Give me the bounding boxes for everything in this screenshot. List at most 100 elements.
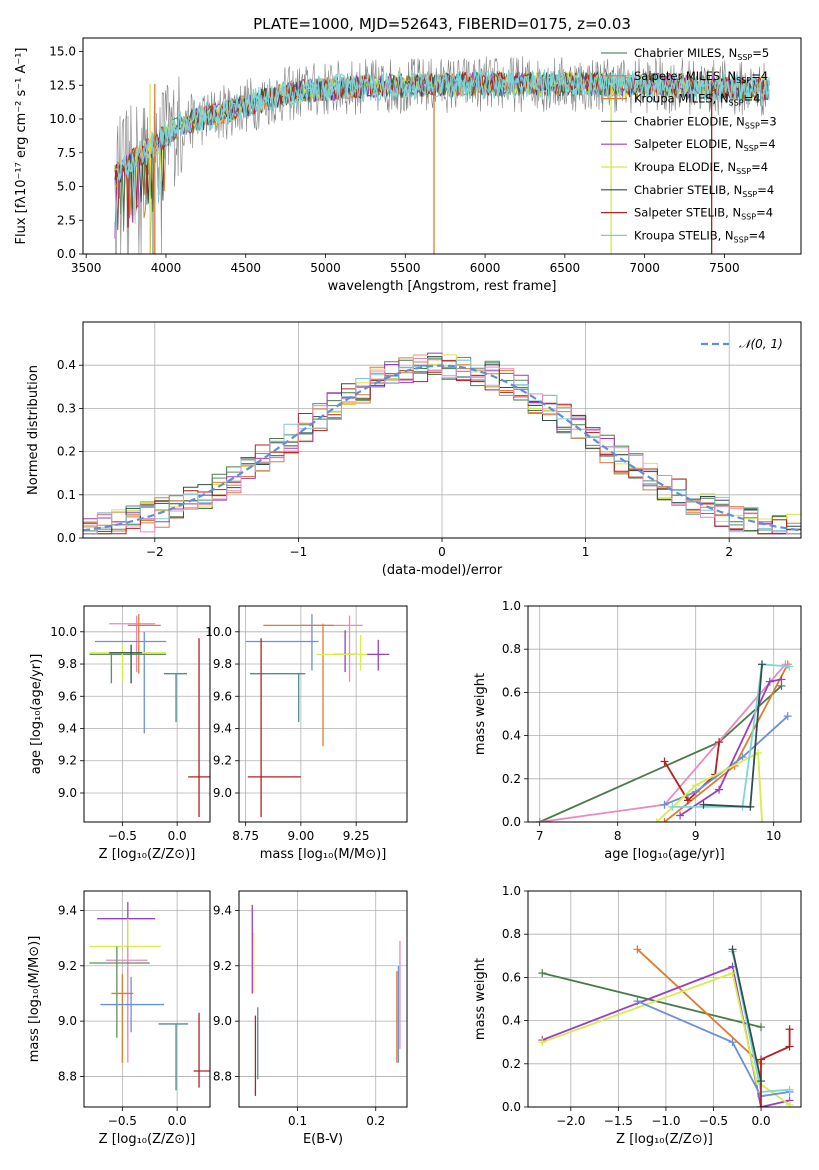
- mass-weight-marker: [785, 662, 794, 671]
- y-tick-label: 8.8: [58, 1070, 77, 1084]
- mass-weight-marker: [633, 945, 642, 954]
- mass-weight-marker: [757, 1077, 766, 1086]
- mass-weight-line: [637, 1000, 790, 1098]
- chart-residuals: −2 −1 0 1 2 0.0 0.1 0.2 0.3 0.4 (data-model)/error…: [26, 321, 802, 578]
- mass-weight-marker: [785, 1025, 794, 1034]
- mass-weight-marker: [683, 796, 692, 805]
- chart-massweight_vs_age: 7 8 9 10 0.0 0.2 0.4 0.6 0.8 1.0 age [log₁₀(age/yr…: [473, 599, 802, 862]
- y-tick-label: 0.4: [502, 1014, 521, 1028]
- mass-weight-marker: [633, 997, 642, 1006]
- legend-value: =4: [759, 137, 776, 151]
- legend-label: Salpeter MILES, NSSP=4: [634, 69, 768, 85]
- mass-weight-marker: [728, 969, 737, 978]
- y-axis-label: mass weight: [473, 958, 488, 1040]
- mass-weight-line: [542, 972, 762, 1028]
- mass-weight-marker: [660, 818, 669, 822]
- y-tick-label: 0.0: [57, 531, 76, 545]
- x-tick-label: 7: [536, 829, 544, 843]
- x-tick-label: 9.25: [343, 829, 370, 843]
- x-axis-label: Z [log₁₀(Z/Z⊙)]: [99, 847, 196, 862]
- y-tick-label: 9.2: [213, 754, 232, 768]
- mass-weight-marker: [715, 785, 724, 794]
- y-tick-label: 9.6: [213, 689, 232, 703]
- x-tick-label: −0.5: [108, 829, 137, 843]
- mass-weight-marker: [777, 675, 786, 684]
- mass-weight-marker: [757, 1103, 766, 1107]
- x-tick-label: 9.00: [288, 829, 315, 843]
- mass-weight-marker: [691, 781, 700, 790]
- y-tick-label: 0.8: [502, 927, 521, 941]
- chart-age_vs_Z: −0.5 0.0 9.0 9.2 9.4 9.6 9.8 10.0 Z [log₁₀(Z/Z⊙)…: [29, 605, 211, 862]
- y-tick-label: 10.0: [50, 625, 77, 639]
- axes-frame: [238, 890, 408, 1108]
- y-tick-label: 9.2: [58, 754, 77, 768]
- mass-weight-line: [636, 948, 762, 1065]
- x-axis-label: Z [log₁₀(Z/Z⊙)]: [616, 1132, 713, 1147]
- legend-subscript: SSP: [736, 76, 751, 85]
- y-tick-label: 9.2: [58, 959, 77, 973]
- chart-age_vs_mass: 8.75 9.00 9.25 9.0 9.2 9.4 9.6 9.8 10.0 mass [log…: [205, 605, 408, 862]
- axes-frame: [238, 605, 408, 823]
- y-tick-label: 0.6: [502, 970, 521, 984]
- axes-frame: [82, 37, 802, 255]
- spectrum-data-line: [114, 56, 770, 254]
- x-tick-label: 3500: [71, 261, 102, 275]
- legend-label: Chabrier MILES, NSSP=5: [634, 46, 769, 62]
- mass-weight-marker: [535, 818, 544, 822]
- y-tick-label: 0.3: [57, 401, 76, 415]
- mass-weight-marker: [652, 818, 661, 822]
- x-tick-label: 5500: [390, 261, 421, 275]
- y-tick-label: 9.6: [58, 689, 77, 703]
- mass-weight-marker: [746, 802, 755, 811]
- legend-label: Salpeter ELODIE, NSSP=4: [634, 137, 776, 153]
- figure-title: PLATE=1000, MJD=52643, FIBERID=0175, z=0…: [253, 15, 631, 33]
- plot-area: [535, 660, 794, 822]
- mass-weight-line: [731, 949, 762, 1082]
- mass-weight-marker: [758, 660, 766, 669]
- plot-area: [89, 902, 210, 1091]
- mass-weight-line: [679, 678, 782, 817]
- x-tick-label: 7000: [629, 261, 660, 275]
- y-tick-label: 0.4: [502, 729, 521, 743]
- x-tick-label: −2: [146, 545, 164, 559]
- mass-weight-marker: [728, 945, 737, 954]
- x-tick-label: 8.75: [232, 829, 259, 843]
- y-tick-label: 0.8: [502, 642, 521, 656]
- y-tick-label: 0.6: [502, 685, 521, 699]
- y-tick-label: 0.0: [502, 1100, 521, 1114]
- mass-weight-marker: [728, 1038, 737, 1047]
- x-tick-label: 10: [766, 829, 781, 843]
- axes-frame: [83, 605, 211, 823]
- y-tick-label: 1.0: [502, 884, 521, 898]
- legend-label: Chabrier STELIB, NSSP=4: [634, 183, 774, 199]
- mass-weight-marker: [765, 677, 774, 686]
- x-tick-label: 0.2: [366, 1114, 385, 1128]
- x-tick-label: 2: [725, 545, 733, 559]
- legend-label: Salpeter STELIB, NSSP=4: [634, 206, 773, 222]
- mass-weight-marker: [785, 1085, 794, 1094]
- legend-subscript: SSP: [734, 235, 749, 244]
- plot-area: [538, 945, 794, 1107]
- mass-weight-line: [672, 663, 790, 808]
- mass-weight-marker: [757, 1023, 766, 1032]
- x-tick-label: 0.1: [288, 1114, 307, 1128]
- y-tick-label: 9.4: [213, 903, 232, 917]
- x-tick-label: −1.0: [651, 1114, 680, 1128]
- mass-weight-marker: [676, 811, 685, 820]
- y-tick-label: 0.4: [57, 358, 76, 372]
- y-axis-label: age [log₁₀(age/yr)]: [29, 654, 44, 775]
- y-axis-label: Normed distribution: [26, 365, 41, 495]
- x-tick-label: 1: [582, 545, 590, 559]
- mass-weight-line: [541, 971, 791, 1106]
- x-tick-label: 5000: [310, 261, 341, 275]
- legend-value: =4: [744, 92, 761, 106]
- x-tick-label: −1: [290, 545, 308, 559]
- plot-area: [89, 614, 210, 818]
- y-tick-label: 0.2: [502, 1057, 521, 1071]
- y-tick-label: 8.8: [213, 1070, 232, 1084]
- y-tick-label: 1.0: [502, 599, 521, 613]
- x-tick-label: −0.5: [108, 1114, 137, 1128]
- axes-frame: [527, 605, 802, 823]
- mass-weight-marker: [660, 800, 669, 809]
